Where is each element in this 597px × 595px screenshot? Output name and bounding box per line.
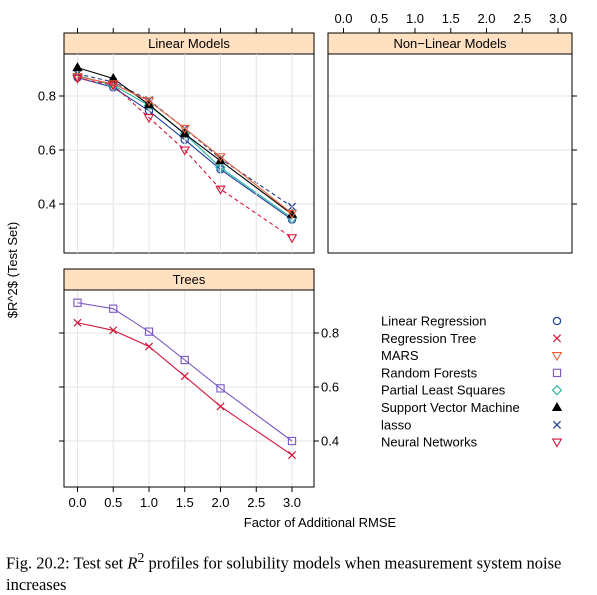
data-point [144,327,154,336]
x-tick-label: 3.0 [283,495,301,510]
data-point [72,73,83,83]
series-line [77,77,293,239]
y-axis-label: $R^2$ (Test Set) [5,222,20,318]
x-tick-label: 0.5 [104,495,122,510]
data-point [286,234,298,244]
data-point [286,209,298,220]
data-point [108,81,119,91]
legend-marker [552,334,562,343]
x-tick-label: 1.5 [442,11,460,26]
panel-title: Linear Models [148,36,230,51]
legend-label: Neural Networks [381,435,478,450]
data-point [143,114,155,124]
x-tick-label: 0.0 [334,11,352,26]
data-point [72,62,83,72]
x-tick-label: 1.5 [176,495,194,510]
data-point [109,326,118,335]
figure: Linear Models Non−Linear Models Trees 0.4 0.… [5,11,577,530]
legend-label: MARS [381,348,419,363]
panel-border [327,32,573,254]
x-tick-label: 1.0 [406,11,424,26]
x-tick-label: 0.0 [68,495,86,510]
legend-marker [551,352,563,362]
x-tick-label: 2.0 [477,11,495,26]
y-tick-label: 0.8 [321,326,339,341]
panel-title: Non−Linear Models [393,36,507,51]
data-point [108,72,119,82]
panel-border [63,268,315,488]
legend-label: Support Vector Machine [381,400,520,415]
data-point [216,384,225,393]
y-tick-label: 0.4 [321,434,339,449]
y-tick-label: 0.8 [38,89,56,104]
legend-label: Partial Least Squares [381,383,506,398]
x-tick-label: 2.5 [513,11,531,26]
series-line [77,302,293,442]
data-point [109,304,118,313]
data-point [179,146,190,156]
data-point [108,80,119,90]
data-point [215,185,226,195]
data-point [215,153,226,163]
legend-label: lasso [381,417,411,432]
legend-label: Regression Tree [381,331,476,346]
x-tick-label: 0.5 [370,11,388,26]
caption-text: profiles for solubility models when meas… [6,553,562,594]
legend-marker [552,316,562,326]
caption-label: Fig. 20.2: Test set [6,553,124,573]
x-tick-label: 3.0 [549,11,567,26]
series-line [77,67,293,215]
data-point [144,342,154,351]
figure-caption: Fig. 20.2: Test set R2 profiles for solu… [6,547,591,595]
data-point [143,97,155,107]
data-point [287,451,297,460]
x-tick-label: 2.0 [211,495,229,510]
legend-marker [551,401,563,411]
series-line [77,322,293,456]
data-point [72,74,83,84]
caption-math: R [127,553,138,573]
data-point [73,318,82,327]
y-tick-label: 0.6 [321,380,339,395]
caption-sup: 2 [137,550,145,565]
x-tick-label: 2.5 [247,495,265,510]
panel-border [63,32,315,254]
legend-marker [552,420,562,429]
data-point [215,155,226,165]
legend-marker [552,368,562,378]
data-point [73,298,82,307]
series-line [77,76,293,214]
data-point [179,124,190,135]
x-axis-label: Factor of Additional RMSE [244,515,397,530]
legend-marker [551,384,563,396]
data-point [180,372,189,381]
series-line [77,77,293,221]
y-tick-label: 0.4 [38,197,56,212]
legend-label: Random Forests [381,365,478,380]
y-tick-label: 0.6 [38,143,56,158]
legend-label: Linear Regression [381,314,487,329]
x-tick-label: 1.0 [140,495,158,510]
panel-title: Trees [173,272,206,287]
data-point [180,355,189,365]
data-point [216,402,225,411]
data-point [287,436,297,446]
legend-marker [551,438,563,448]
data-point [143,99,155,109]
